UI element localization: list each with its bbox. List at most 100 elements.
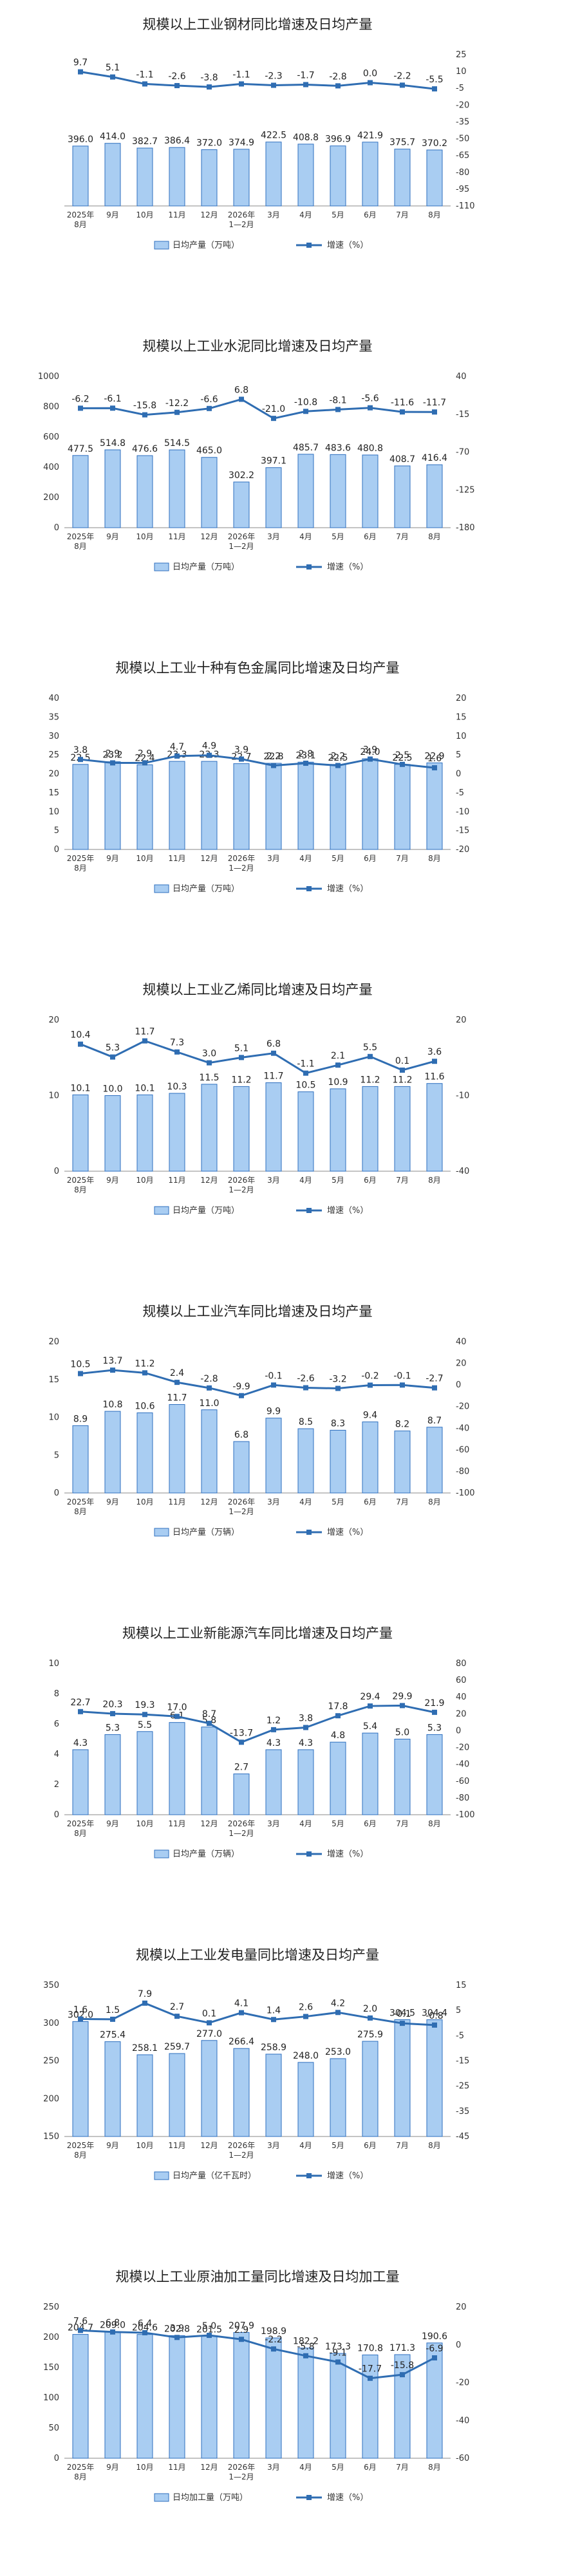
bar-value-label: 11.2 xyxy=(392,1075,412,1085)
line-point xyxy=(142,412,147,418)
line-value-label: 3.0 xyxy=(202,1049,216,1059)
bar xyxy=(394,1431,411,1494)
line-point xyxy=(142,2330,147,2335)
legend-line-label: 增速（%） xyxy=(327,241,368,250)
bar xyxy=(72,1425,89,1494)
line-value-label: -2.3 xyxy=(265,71,282,82)
line-value-label: -21.0 xyxy=(262,404,285,414)
line-value-label: -13.7 xyxy=(230,1728,253,1738)
category-label: 10月 xyxy=(136,2463,153,2472)
line-point xyxy=(271,763,276,768)
line-value-label: 7.3 xyxy=(170,1038,184,1048)
bar xyxy=(136,1094,153,1172)
bar xyxy=(169,2053,185,2137)
bar xyxy=(201,149,218,207)
line-value-label: 5.0 xyxy=(202,2321,216,2331)
bar-value-label: 483.6 xyxy=(325,443,351,453)
line-point xyxy=(368,1053,373,1059)
bar-value-label: 258.1 xyxy=(132,2043,158,2053)
legend-bar-swatch xyxy=(154,241,169,250)
bar xyxy=(426,1083,443,1172)
left-tick-label: 400 xyxy=(43,463,59,472)
right-tick-label: -60 xyxy=(456,1777,469,1786)
right-tick-label: 60 xyxy=(456,1676,467,1685)
bar xyxy=(265,1418,282,1494)
bar-value-label: 248.0 xyxy=(293,2051,319,2061)
left-tick-label: 0 xyxy=(54,1810,59,1820)
legend-line-label: 增速（%） xyxy=(327,2171,368,2181)
category-label: 2025年 8月 xyxy=(67,532,95,551)
legend-bar-label: 日均产量（万吨） xyxy=(173,241,239,250)
category-label: 10月 xyxy=(136,1176,153,1185)
category-label: 11月 xyxy=(168,854,185,863)
bar xyxy=(104,449,121,528)
bar xyxy=(169,1093,185,1172)
chart-title: 规模以上工业钢材同比增速及日均产量 xyxy=(143,17,373,32)
bar-value-label: 397.1 xyxy=(261,456,286,467)
chart-svg: 规模以上工业乙烯同比增速及日均产量 0 10 20 20 -10 -40 10.1 10.0 10… xyxy=(48,982,469,1216)
line-value-label: 0.1 xyxy=(395,1056,409,1066)
right-tick-label: -20 xyxy=(456,100,469,110)
line-value-label: -2.6 xyxy=(168,71,185,82)
category-label: 5月 xyxy=(332,1819,344,1828)
bar-value-label: 4.3 xyxy=(267,1738,281,1748)
bar-value-label: 370.2 xyxy=(422,138,447,149)
chart-title: 规模以上工业原油加工量同比增速及日均加工量 xyxy=(116,2269,400,2284)
chart-panel-4: 规模以上工业乙烯同比增速及日均产量 0 10 20 20 -10 -40 10.1 10.0 10… xyxy=(0,965,580,1287)
right-tick-label: 5 xyxy=(456,750,461,760)
left-tick-label: 0 xyxy=(54,845,59,855)
bar xyxy=(297,2348,314,2459)
category-label: 6月 xyxy=(364,2141,377,2150)
bar xyxy=(362,1732,379,1815)
bar xyxy=(72,2021,89,2137)
category-label: 11月 xyxy=(168,1819,185,1828)
line-value-label: -11.6 xyxy=(391,398,414,408)
bar-value-label: 23.2 xyxy=(102,750,122,761)
bar xyxy=(330,2058,346,2137)
line-value-label: 0.1 xyxy=(202,2008,216,2019)
bar-value-label: 386.4 xyxy=(164,136,190,146)
line-value-label: 2.8 xyxy=(299,749,313,759)
bar xyxy=(136,2054,153,2137)
legend-bar-swatch xyxy=(154,2493,169,2502)
line-value-label: 5.1 xyxy=(106,63,120,73)
bar xyxy=(136,1412,153,1494)
bar xyxy=(104,1734,121,1815)
left-tick-label: 20 xyxy=(48,770,59,779)
right-tick-label: 20 xyxy=(456,1359,467,1369)
growth-line xyxy=(80,1039,435,1075)
bar-value-label: 304.4 xyxy=(422,2008,447,2019)
line-point xyxy=(78,2016,83,2022)
line-value-label: 4.9 xyxy=(202,741,216,752)
bar-value-label: 408.8 xyxy=(293,133,319,143)
legend-line-label: 增速（%） xyxy=(327,1849,368,1859)
legend-line-label: 增速（%） xyxy=(327,2493,368,2503)
line-value-label: 2.9 xyxy=(138,748,152,759)
left-tick-label: 15 xyxy=(48,788,59,798)
right-tick-label: -45 xyxy=(456,2132,469,2142)
line-point xyxy=(303,761,308,766)
chart-panel-8: 规模以上工业原油加工量同比增速及日均加工量 0 50 100 150 200 250 20 0-… xyxy=(0,2252,580,2574)
bar-value-label: 8.2 xyxy=(395,1420,409,1430)
line-point xyxy=(174,753,180,759)
category-label: 7月 xyxy=(396,2463,409,2472)
bar-value-label: 11.0 xyxy=(199,1398,219,1409)
line-value-label: -1.1 xyxy=(232,69,250,80)
bar xyxy=(330,764,346,850)
category-label: 11月 xyxy=(168,210,185,219)
bar-value-label: 207.9 xyxy=(229,2321,254,2331)
left-tick-label: 10 xyxy=(48,1091,59,1101)
bar-value-label: 304.5 xyxy=(389,2008,415,2018)
bar xyxy=(201,761,218,850)
bar xyxy=(426,464,443,528)
legend-bar-label: 日均产量（万吨） xyxy=(173,884,239,894)
line-value-label: 6.8 xyxy=(267,1039,281,1050)
line-point xyxy=(432,409,437,415)
bar-value-label: 414.0 xyxy=(100,132,126,142)
category-label: 7月 xyxy=(396,1497,409,1506)
chart-panel-1: 规模以上工业钢材同比增速及日均产量 25 10 -5 -20 -35 -50 -65 -80 -9… xyxy=(0,0,580,322)
line-point xyxy=(271,1382,276,1388)
bar-value-label: 277.0 xyxy=(196,2029,222,2039)
bar xyxy=(169,761,185,850)
bar-value-label: 10.5 xyxy=(295,1080,315,1091)
